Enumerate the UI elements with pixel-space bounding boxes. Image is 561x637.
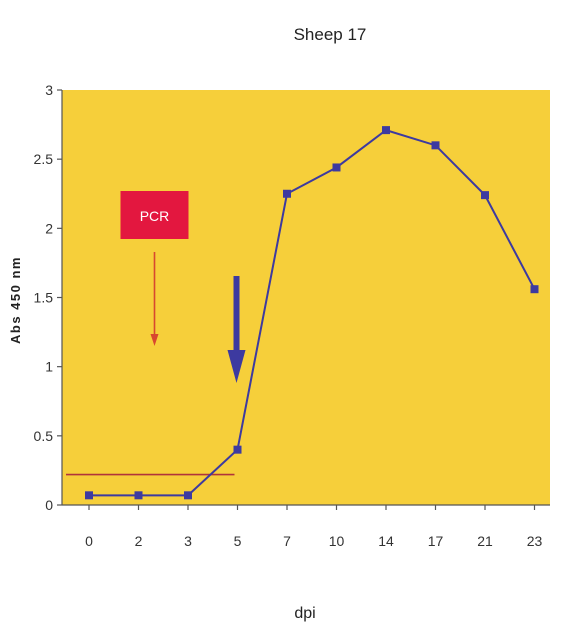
y-tick-label: 1 xyxy=(45,359,53,375)
onset-arrow-shaft xyxy=(233,276,240,356)
y-tick-label: 0 xyxy=(45,497,53,513)
x-tick-label: 2 xyxy=(135,533,143,549)
y-tick-label: 1.5 xyxy=(34,290,54,306)
onset-arrow-head xyxy=(227,350,246,383)
x-tick-label: 21 xyxy=(477,533,493,549)
x-tick-label: 0 xyxy=(85,533,93,549)
y-tick-label: 2.5 xyxy=(34,151,54,167)
pcr-arrow-head xyxy=(150,334,159,346)
x-tick-label: 7 xyxy=(283,533,291,549)
y-tick-label: 3 xyxy=(45,82,53,98)
x-tick-label: 17 xyxy=(428,533,444,549)
x-tick-label: 3 xyxy=(184,533,192,549)
plot-area xyxy=(62,90,550,505)
data-point xyxy=(85,491,93,500)
pcr-label-box xyxy=(120,191,189,239)
data-point xyxy=(283,189,291,198)
pcr-label: PCR xyxy=(140,208,170,224)
data-point xyxy=(233,445,242,454)
data-point xyxy=(530,285,539,294)
data-point xyxy=(184,491,192,500)
y-tick-label: 2 xyxy=(45,220,53,236)
x-tick-label: 10 xyxy=(329,533,345,549)
x-tick-label: 5 xyxy=(234,533,242,549)
x-tick-label: 23 xyxy=(527,533,543,549)
x-axis-label: dpi xyxy=(294,605,315,622)
data-point xyxy=(332,163,341,172)
series-line-0 xyxy=(89,129,536,497)
data-point xyxy=(134,491,143,500)
data-point xyxy=(382,126,390,135)
x-tick-label: 14 xyxy=(378,533,394,549)
chart-title: Sheep 17 xyxy=(294,25,367,44)
data-point xyxy=(431,141,440,150)
y-tick-label: 0.5 xyxy=(34,428,54,444)
y-axis-label: Abs 450 nm xyxy=(8,256,23,344)
data-point xyxy=(481,191,489,200)
